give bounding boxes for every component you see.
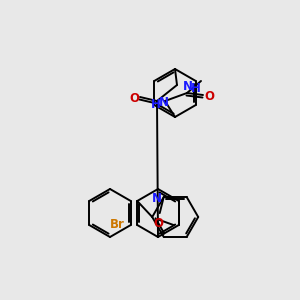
Text: H: H — [191, 82, 201, 95]
Text: H: H — [151, 98, 161, 110]
Text: N: N — [152, 192, 162, 205]
Text: O: O — [204, 89, 214, 103]
Text: Br: Br — [110, 218, 125, 232]
Text: O: O — [154, 217, 164, 230]
Text: N: N — [159, 95, 169, 109]
Text: O: O — [129, 92, 139, 104]
Text: N: N — [183, 80, 193, 94]
